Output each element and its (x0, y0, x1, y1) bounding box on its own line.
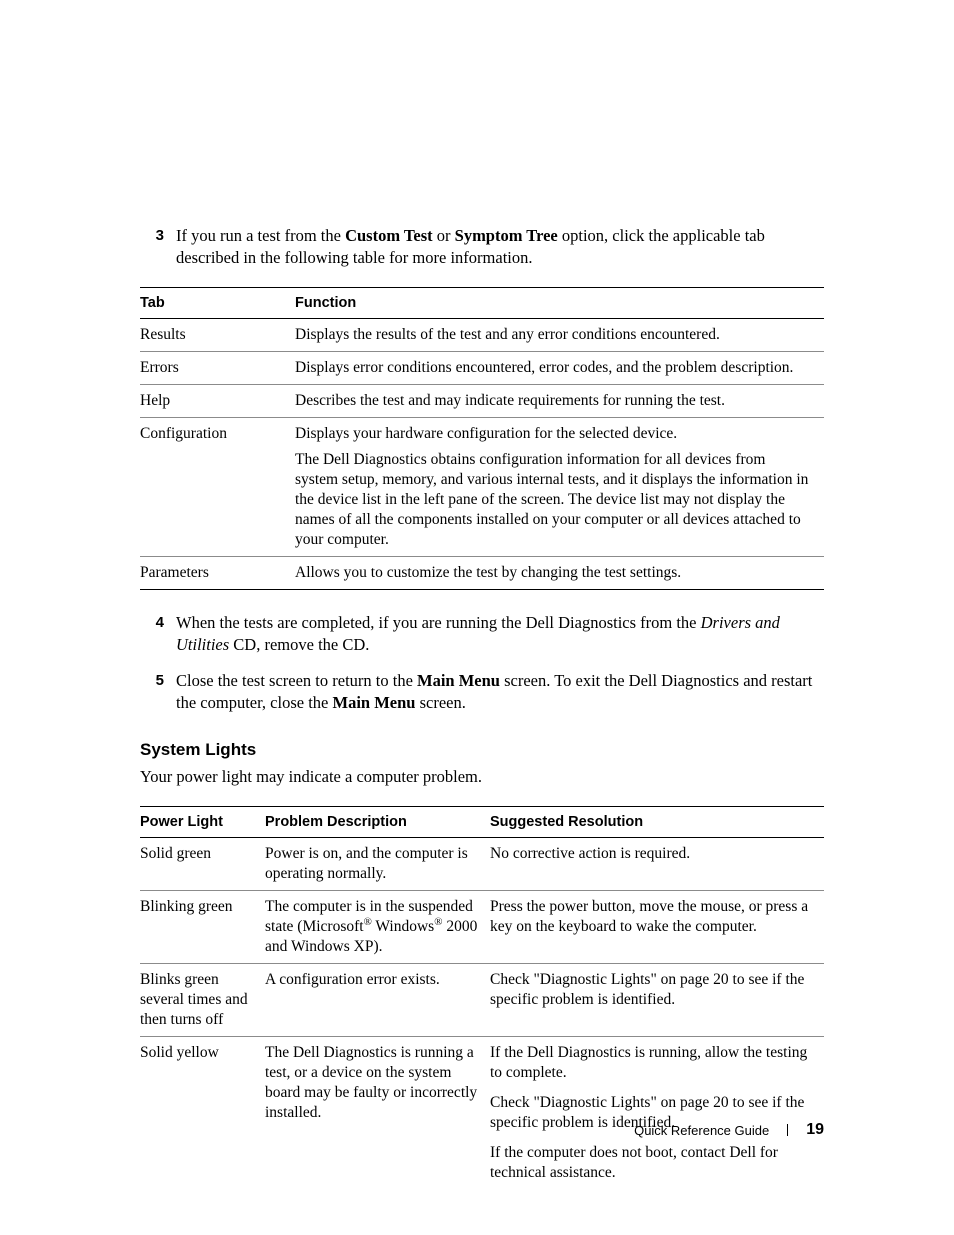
table-row: Blinking greenThe computer is in the sus… (140, 891, 824, 964)
t1-header-tab: Tab (140, 288, 295, 319)
t2-header-resolution: Suggested Resolution (490, 807, 824, 838)
cell-function-extra: The Dell Diagnostics obtains configurati… (295, 446, 824, 557)
cell-resolution: Check "Diagnostic Lights" on page 20 to … (490, 964, 824, 1037)
table-row: Blinks green several times and then turn… (140, 964, 824, 1037)
table-row: HelpDescribes the test and may indicate … (140, 385, 824, 418)
footer-page-number: 19 (806, 1121, 824, 1139)
table-row: Solid greenPower is on, and the computer… (140, 838, 824, 891)
resolution-paragraph: No corrective action is required. (490, 844, 812, 864)
table-row: ErrorsDisplays error conditions encounte… (140, 352, 824, 385)
cell-tab: Results (140, 319, 295, 352)
cell-function: Displays the results of the test and any… (295, 319, 824, 352)
t2-header-power-light: Power Light (140, 807, 265, 838)
cell-tab: Errors (140, 352, 295, 385)
cell-problem-desc: The Dell Diagnostics is running a test, … (265, 1037, 490, 1190)
t2-header-problem-desc: Problem Description (265, 807, 490, 838)
table-row: The Dell Diagnostics obtains configurati… (140, 446, 824, 557)
cell-resolution: No corrective action is required. (490, 838, 824, 891)
cell-problem-desc: The computer is in the suspended state (… (265, 891, 490, 964)
cell-problem-desc: A configuration error exists. (265, 964, 490, 1037)
cell-power-light: Blinks green several times and then turn… (140, 964, 265, 1037)
cell-power-light: Solid yellow (140, 1037, 265, 1190)
table-row: ResultsDisplays the results of the test … (140, 319, 824, 352)
cell-resolution: If the Dell Diagnostics is running, allo… (490, 1037, 824, 1190)
section-lead: Your power light may indicate a computer… (140, 766, 824, 788)
step-number: 3 (140, 225, 176, 269)
cell-function: Displays your hardware configuration for… (295, 418, 824, 447)
step-text: When the tests are completed, if you are… (176, 612, 824, 656)
table-row: Solid yellowThe Dell Diagnostics is runn… (140, 1037, 824, 1190)
step-text: Close the test screen to return to the M… (176, 670, 824, 714)
resolution-paragraph: Check "Diagnostic Lights" on page 20 to … (490, 970, 812, 1010)
steps-block-a: 3If you run a test from the Custom Test … (140, 225, 824, 269)
resolution-paragraph: If the computer does not boot, contact D… (490, 1143, 812, 1183)
table-row: ConfigurationDisplays your hardware conf… (140, 418, 824, 447)
page-root: 3If you run a test from the Custom Test … (0, 0, 954, 1235)
section-heading-system-lights: System Lights (140, 740, 824, 760)
resolution-paragraph: Press the power button, move the mouse, … (490, 897, 812, 937)
cell-resolution: Press the power button, move the mouse, … (490, 891, 824, 964)
footer-title: Quick Reference Guide (634, 1123, 769, 1138)
footer-separator (787, 1124, 788, 1136)
step-number: 5 (140, 670, 176, 714)
cell-problem-desc: Power is on, and the computer is operati… (265, 838, 490, 891)
cell-tab (140, 446, 295, 557)
cell-function: Displays error conditions encountered, e… (295, 352, 824, 385)
steps-block-b: 4When the tests are completed, if you ar… (140, 612, 824, 714)
t1-header-function: Function (295, 288, 824, 319)
numbered-step: 3If you run a test from the Custom Test … (140, 225, 824, 269)
page-footer: Quick Reference Guide 19 (634, 1121, 824, 1139)
step-number: 4 (140, 612, 176, 656)
step-text: If you run a test from the Custom Test o… (176, 225, 824, 269)
numbered-step: 4When the tests are completed, if you ar… (140, 612, 824, 656)
resolution-paragraph: If the Dell Diagnostics is running, allo… (490, 1043, 812, 1083)
table-row: ParametersAllows you to customize the te… (140, 557, 824, 590)
cell-power-light: Solid green (140, 838, 265, 891)
tab-function-table: Tab Function ResultsDisplays the results… (140, 287, 824, 590)
numbered-step: 5Close the test screen to return to the … (140, 670, 824, 714)
cell-function: Allows you to customize the test by chan… (295, 557, 824, 590)
cell-power-light: Blinking green (140, 891, 265, 964)
cell-tab: Help (140, 385, 295, 418)
cell-tab: Configuration (140, 418, 295, 447)
cell-tab: Parameters (140, 557, 295, 590)
cell-function: Describes the test and may indicate requ… (295, 385, 824, 418)
